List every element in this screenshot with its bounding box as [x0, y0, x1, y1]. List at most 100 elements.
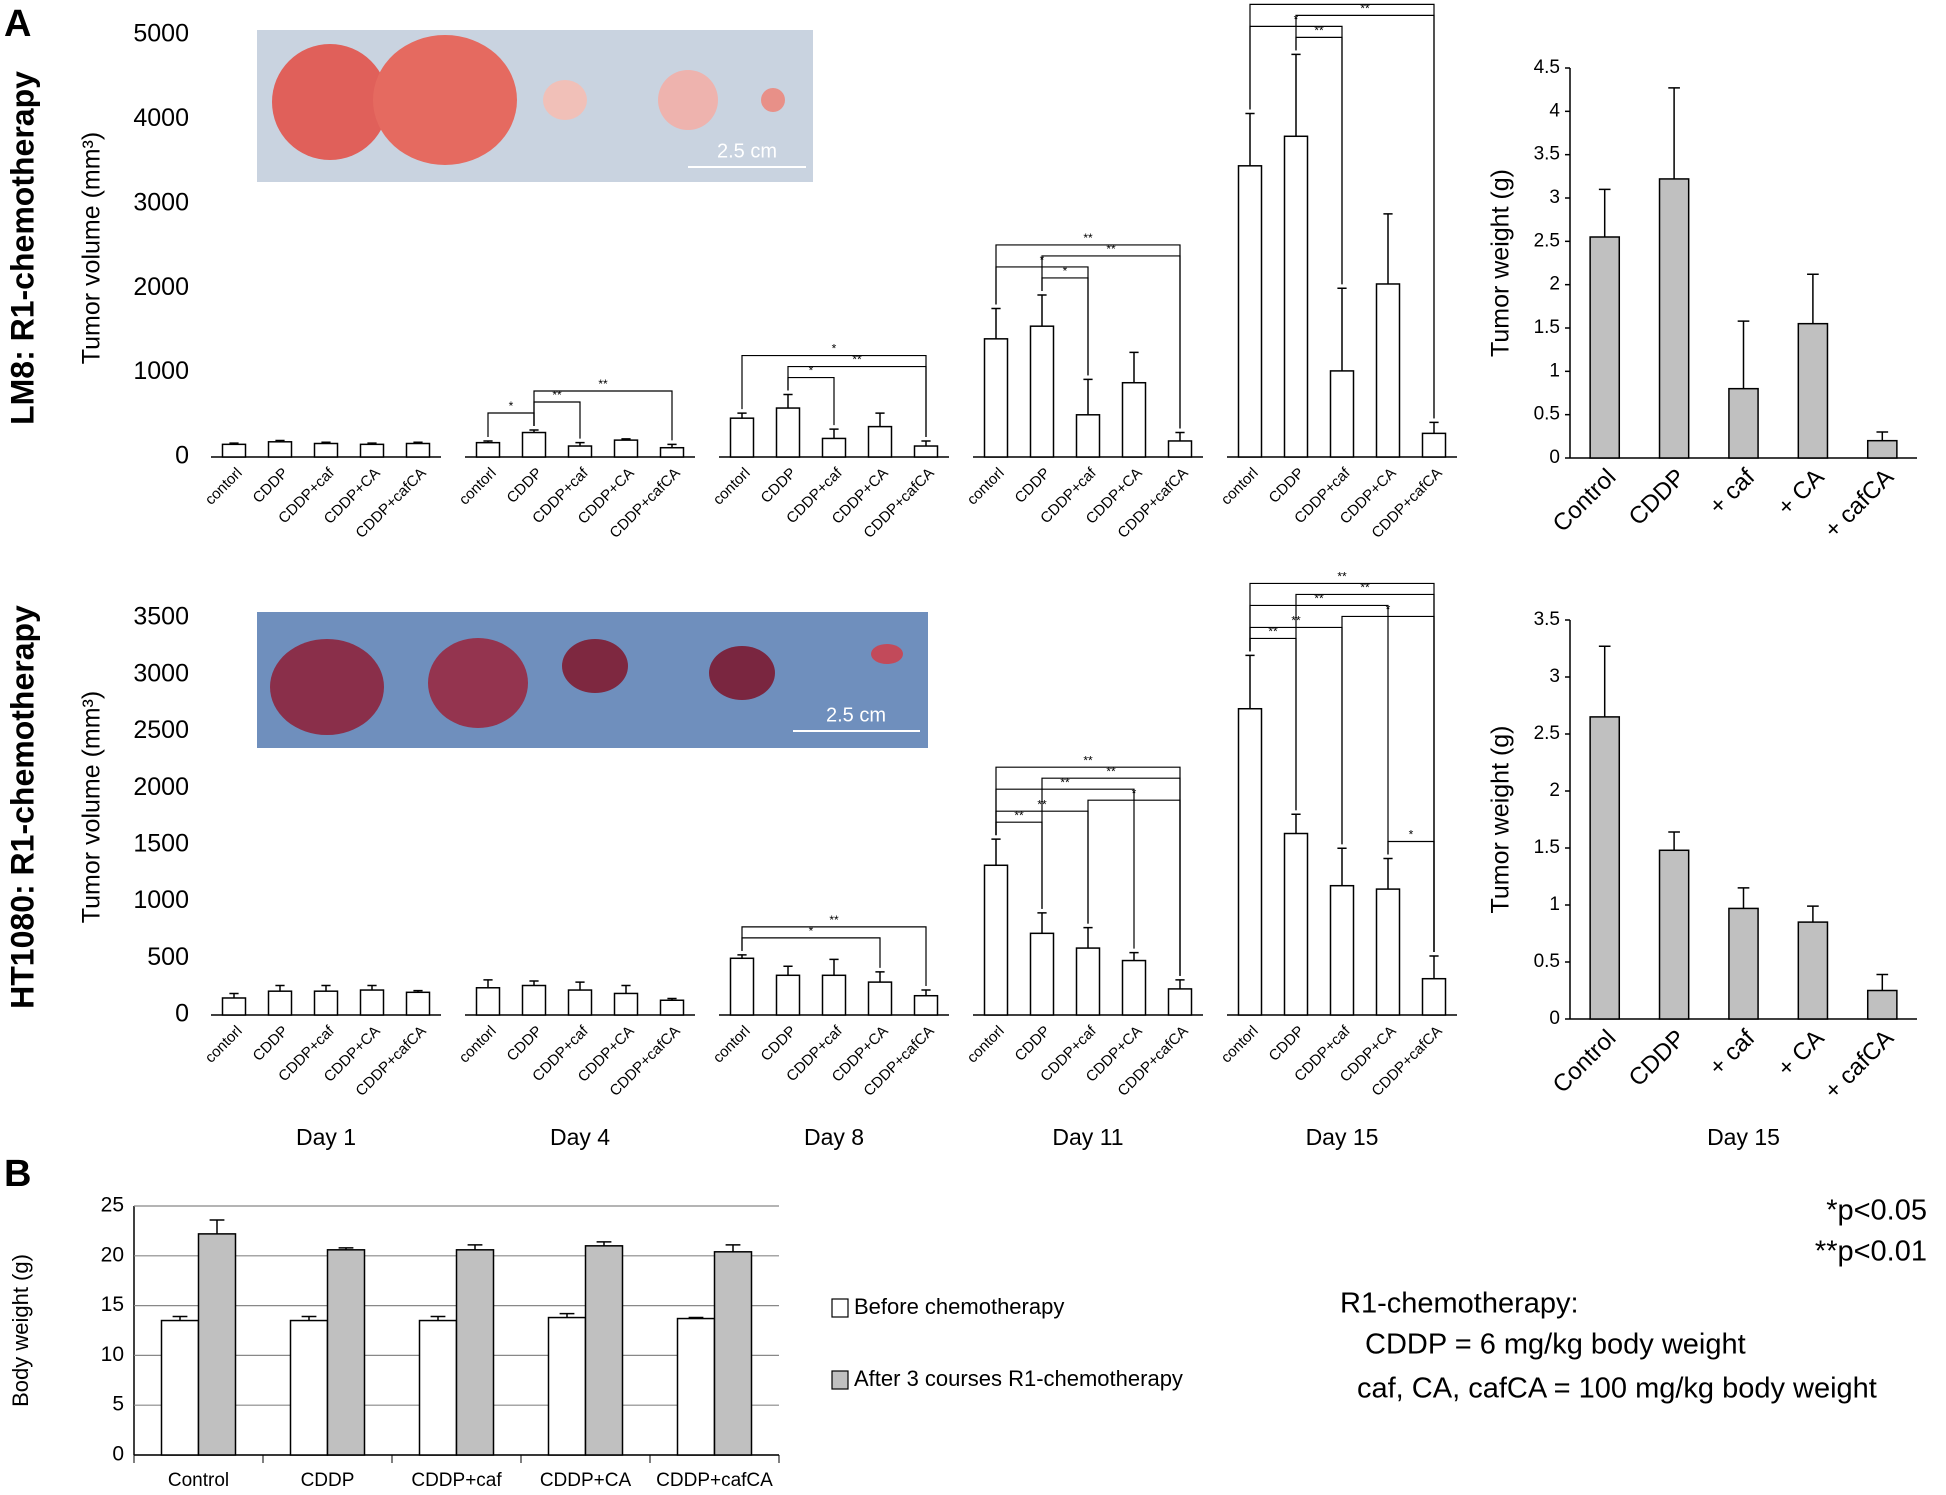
scale-label: 2.5 cm: [717, 140, 777, 162]
x-tick-label: CDDP: [1266, 465, 1308, 507]
error-bar: [875, 971, 885, 983]
error-bar: [1291, 53, 1301, 137]
error-bar: [1598, 188, 1611, 237]
bar: [729, 417, 755, 458]
significance-label: **: [1337, 570, 1347, 584]
day-label: Day 4: [550, 1124, 610, 1150]
error-bar: [1291, 813, 1301, 834]
bar: [659, 999, 685, 1016]
error-bar: [413, 441, 423, 444]
error-bar: [301, 1315, 317, 1321]
y-tick-label: 0.5: [1534, 951, 1560, 972]
significance-bracket: [1041, 255, 1181, 429]
significance-label: **: [1106, 764, 1116, 778]
error-bar: [667, 997, 677, 1001]
bar: [1237, 165, 1263, 458]
error-bar: [1245, 654, 1255, 709]
bar: [1375, 283, 1401, 458]
error-bar: [1598, 645, 1611, 717]
significance-bracket: [741, 354, 927, 437]
error-bar: [321, 441, 331, 444]
row-label: HT1080: R1-chemotherapy: [4, 605, 40, 1009]
error-bar: [829, 958, 839, 976]
y-tick-label: 4000: [133, 104, 189, 132]
error-bar: [1876, 431, 1889, 441]
x-tick-label: contorl: [964, 465, 1008, 509]
bar: [1797, 921, 1829, 1020]
x-tick-label: + CA: [1772, 464, 1829, 521]
x-tick-label: CDDP: [1624, 1025, 1691, 1092]
bar: [1075, 947, 1101, 1016]
significance-bracket: [741, 926, 927, 987]
bar: [455, 1249, 495, 1456]
y-tick-label: 2.5: [1534, 230, 1560, 251]
bar: [405, 442, 431, 458]
bar: [267, 990, 293, 1016]
significance-label: **: [1314, 24, 1324, 38]
error-bar: [209, 1219, 225, 1234]
x-tick-label: CDDP+cafCA: [656, 1470, 773, 1491]
bar: [1728, 907, 1759, 1020]
error-bar: [783, 965, 793, 976]
y-tick-label: 2000: [133, 773, 189, 801]
significance-label: **: [552, 388, 562, 402]
bar: [1658, 849, 1690, 1020]
x-tick-label: contorl: [202, 1023, 246, 1067]
error-bar: [737, 954, 747, 959]
day-label: Day 15: [1306, 1124, 1379, 1150]
error-bar: [413, 989, 423, 993]
photo: 2.5 cm: [257, 30, 813, 182]
significance-label: *: [809, 924, 814, 938]
error-bar: [621, 438, 631, 441]
error-bar: [229, 992, 239, 998]
error-bar: [1245, 112, 1255, 166]
x-tick-label: CDDP+CA: [540, 1470, 632, 1491]
day-label: Day 11: [1052, 1124, 1123, 1150]
bar: [547, 1316, 587, 1456]
x-axis-label: Day 15: [1707, 1124, 1780, 1150]
tumor: [871, 644, 903, 664]
bar: [613, 439, 639, 458]
tumor: [658, 70, 718, 130]
tumor: [373, 35, 517, 165]
error-bar: [430, 1315, 446, 1321]
significance-label: **: [1337, 0, 1347, 5]
y-tick-label: 0: [1549, 1008, 1560, 1029]
bar: [160, 1319, 200, 1456]
bar: [405, 991, 431, 1016]
day-label: Day 1: [296, 1124, 356, 1150]
bar: [983, 338, 1009, 458]
x-tick-label: CDDP: [301, 1470, 355, 1491]
x-tick-label: + caf: [1704, 463, 1761, 520]
error-bar: [1337, 847, 1347, 886]
significance-label: **: [1360, 581, 1370, 595]
error-bar: [783, 393, 793, 409]
day-label: Day 8: [804, 1124, 864, 1150]
bar: [1375, 888, 1401, 1016]
legend-swatch: [831, 1370, 849, 1390]
y-axis-label: Body weight (g): [8, 1254, 33, 1407]
error-bar: [688, 1316, 704, 1319]
y-tick-label: 1500: [133, 829, 189, 857]
bar: [775, 407, 801, 458]
error-bar: [559, 1312, 575, 1318]
error-bar: [1668, 87, 1680, 179]
error-bar: [529, 980, 539, 986]
x-tick-label: + CA: [1772, 1025, 1829, 1082]
bar: [359, 989, 385, 1016]
tumor: [761, 88, 785, 112]
bar: [613, 992, 639, 1016]
error-bar: [1129, 351, 1139, 383]
significance-label: *: [1063, 264, 1068, 278]
tumor: [562, 639, 628, 693]
legend-label: After 3 courses R1-chemotherapy: [854, 1366, 1183, 1391]
bar: [1121, 381, 1147, 458]
significance-note: **p<0.01: [1815, 1236, 1927, 1268]
dose-note: CDDP = 6 mg/kg body weight: [1365, 1329, 1746, 1361]
significance-label: **: [1106, 242, 1116, 256]
bar: [1167, 988, 1193, 1016]
bar: [521, 984, 547, 1016]
y-tick-label: 0: [112, 1443, 124, 1466]
x-tick-label: CDDP: [1012, 1023, 1054, 1065]
error-bar: [1037, 294, 1047, 327]
